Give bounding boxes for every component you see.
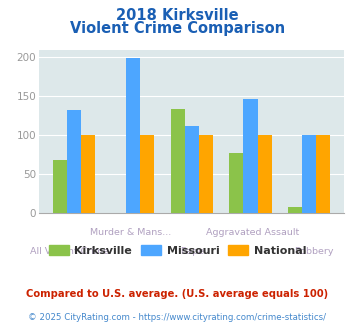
Legend: Kirksville, Missouri, National: Kirksville, Missouri, National [44, 241, 311, 260]
Bar [140, 135, 154, 213]
Text: © 2025 CityRating.com - https://www.cityrating.com/crime-statistics/: © 2025 CityRating.com - https://www.city… [28, 313, 327, 322]
Bar [258, 135, 272, 213]
Bar [170, 109, 185, 213]
Bar [185, 126, 199, 213]
Text: Robbery: Robbery [294, 248, 334, 256]
Text: Rape: Rape [180, 248, 204, 256]
Bar [288, 208, 302, 213]
Bar [316, 135, 331, 213]
Text: Aggravated Assault: Aggravated Assault [206, 228, 299, 237]
Text: Violent Crime Comparison: Violent Crime Comparison [70, 21, 285, 36]
Bar [199, 135, 213, 213]
Bar [67, 110, 81, 213]
Bar [244, 98, 258, 213]
Bar [53, 160, 67, 213]
Text: Compared to U.S. average. (U.S. average equals 100): Compared to U.S. average. (U.S. average … [26, 289, 329, 299]
Bar [302, 135, 316, 213]
Text: All Violent Crime: All Violent Crime [30, 248, 109, 256]
Text: 2018 Kirksville: 2018 Kirksville [116, 8, 239, 23]
Bar [81, 135, 95, 213]
Bar [126, 58, 140, 213]
Text: Murder & Mans...: Murder & Mans... [90, 228, 171, 237]
Bar [229, 153, 244, 213]
